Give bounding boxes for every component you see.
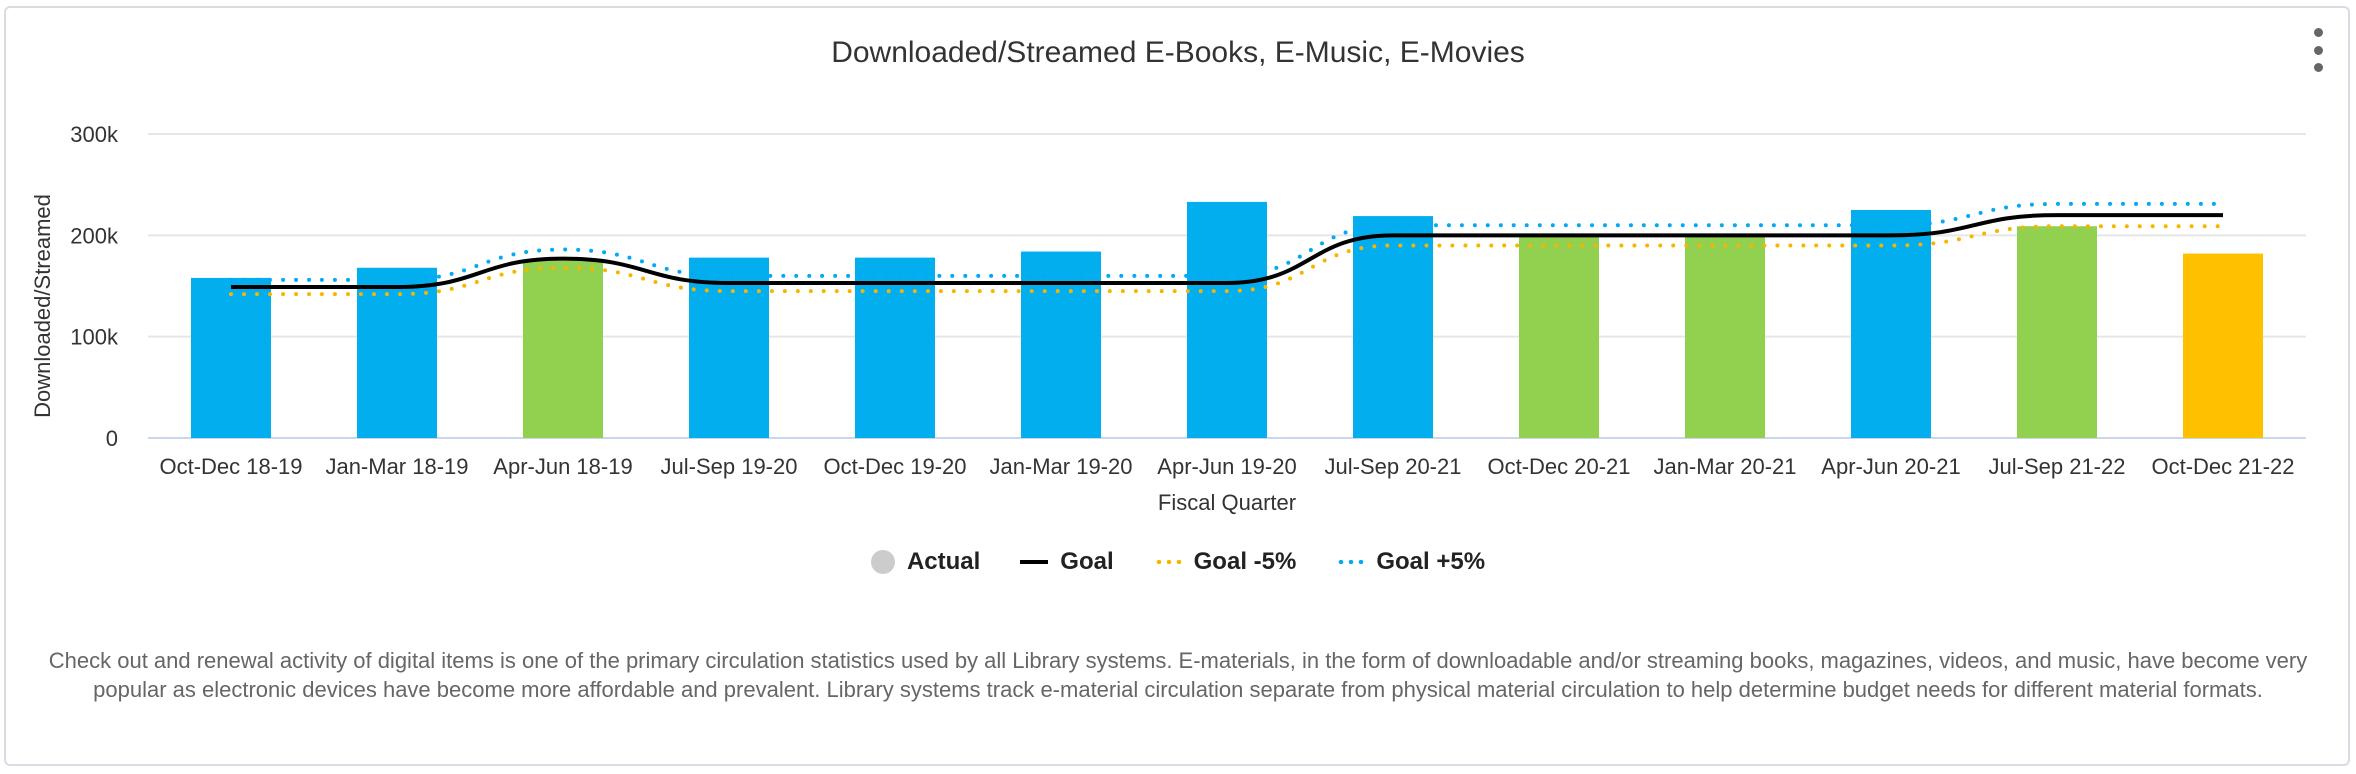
bar-actual [1187, 201, 1267, 438]
legend-marker-goal [1020, 560, 1049, 564]
series-line-goal [231, 213, 2223, 290]
x-tick-label: Jul-Sep 20-21 [1325, 454, 1462, 479]
x-tick-label: Apr-Jun 20-21 [1821, 454, 1960, 479]
legend-label-actual: Actual [906, 548, 981, 575]
chart-description: Check out and renewal activity of digita… [48, 648, 2308, 702]
bar-actual [1685, 234, 1765, 438]
legend-item-goal[interactable]: Goal [1020, 548, 1114, 576]
legend-marker-actual [870, 550, 895, 574]
y-tick-label: 200k [70, 223, 119, 248]
series-line-goal-5 [229, 224, 2225, 297]
chart-title: Downloaded/Streamed E-Books, E-Music, E-… [831, 36, 1525, 69]
legend-item-goal-plus-5[interactable]: Goal +5% [1336, 548, 1485, 576]
x-tick-label: Oct-Dec 18-19 [159, 454, 302, 479]
legend-marker-goal-plus-5 [1336, 560, 1365, 564]
legend-item-actual[interactable]: Actual [870, 548, 981, 576]
y-tick-label: 100k [70, 325, 119, 350]
legend-label-goal-minus-5: Goal -5% [1193, 548, 1297, 575]
series-line-goal-5 [229, 201, 2225, 282]
x-tick-label: Jul-Sep 19-20 [661, 454, 798, 479]
x-tick-label: Oct-Dec 19-20 [823, 454, 966, 479]
bar-actual [1353, 216, 1433, 438]
bar-actual [689, 257, 769, 438]
legend-label-goal-plus-5: Goal +5% [1376, 548, 1486, 575]
x-tick-label: Oct-Dec 21-22 [2151, 454, 2294, 479]
x-tick-label: Jan-Mar 18-19 [325, 454, 468, 479]
bar-actual [2017, 226, 2097, 438]
bar-actual [357, 267, 437, 438]
more-vertical-icon[interactable] [2308, 28, 2328, 72]
y-tick-label: 0 [106, 426, 118, 451]
x-tick-label: Jan-Mar 19-20 [989, 454, 1132, 479]
legend-label-goal: Goal [1060, 548, 1114, 575]
y-tick-label: 300k [70, 122, 119, 147]
bar-actual [1851, 210, 1931, 438]
y-axis-title: Downloaded/Streamed [30, 194, 55, 418]
x-tick-label: Oct-Dec 20-21 [1487, 454, 1630, 479]
bar-actual [1021, 251, 1101, 438]
bar-actual [855, 257, 935, 438]
bar-actual [2183, 253, 2263, 438]
x-tick-label: Jan-Mar 20-21 [1653, 454, 1796, 479]
chart-plot: 0 100k 200k 300k Oct-Dec 18-19 Jan-Mar 18-19 A… [30, 122, 2306, 515]
bar-actual [1519, 235, 1599, 438]
x-tick-label: Apr-Jun 19-20 [1157, 454, 1296, 479]
legend-marker-goal-minus-5 [1153, 560, 1182, 564]
x-axis-title: Fiscal Quarter [1158, 490, 1296, 515]
chart-legend: Actual Goal Goal -5% Goal +5% [0, 548, 2356, 576]
bar-actual [523, 260, 603, 438]
x-tick-label: Apr-Jun 18-19 [493, 454, 632, 479]
x-tick-label: Jul-Sep 21-22 [1989, 454, 2126, 479]
legend-item-goal-minus-5[interactable]: Goal -5% [1153, 548, 1297, 576]
bar-actual [191, 277, 271, 438]
